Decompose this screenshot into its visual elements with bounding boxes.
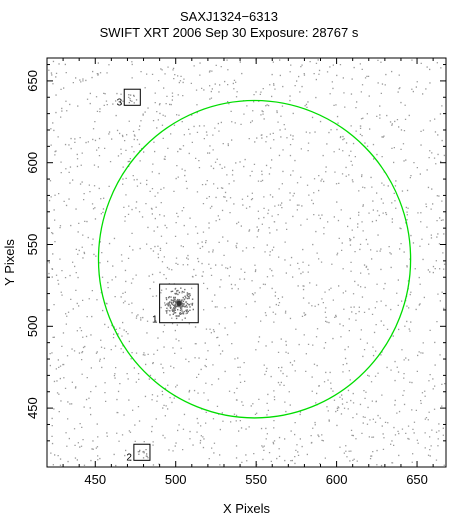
x-axis-label: X Pixels	[223, 501, 270, 516]
source-box-3	[123, 88, 141, 106]
source-label-3: 3	[117, 97, 123, 108]
chart-subtitle: SWIFT XRT 2006 Sep 30 Exposure: 28767 s	[99, 25, 359, 40]
plot-frame	[46, 57, 447, 468]
y-tick-label: 500	[25, 315, 40, 337]
background-event-dots	[48, 59, 446, 467]
chart-marks: 1 2 3	[97, 88, 412, 463]
y-tick-label: 650	[25, 70, 40, 92]
source-label-2: 2	[126, 452, 132, 463]
axes: 450 500 550 600 650 450 500 550 600 650	[25, 58, 446, 487]
source-2-events	[137, 449, 148, 459]
x-tick-label: 450	[84, 472, 106, 487]
y-axis-label: Y Pixels	[2, 239, 17, 286]
x-tick-label: 650	[406, 472, 428, 487]
x-tick-label: 550	[245, 472, 267, 487]
y-tick-label: 450	[25, 397, 40, 419]
source-box-2	[133, 443, 151, 461]
source-1-core	[176, 300, 182, 306]
extraction-circle	[97, 99, 412, 419]
chart-title: SAXJ1324−6313	[180, 9, 278, 24]
source-box-1	[159, 283, 199, 324]
x-tick-label: 600	[326, 472, 348, 487]
y-tick-label: 600	[25, 152, 40, 174]
source-label-1: 1	[152, 315, 158, 326]
y-tick-label: 550	[25, 234, 40, 256]
x-tick-label: 500	[165, 472, 187, 487]
source-3-events	[128, 94, 138, 104]
background-events	[48, 59, 446, 467]
